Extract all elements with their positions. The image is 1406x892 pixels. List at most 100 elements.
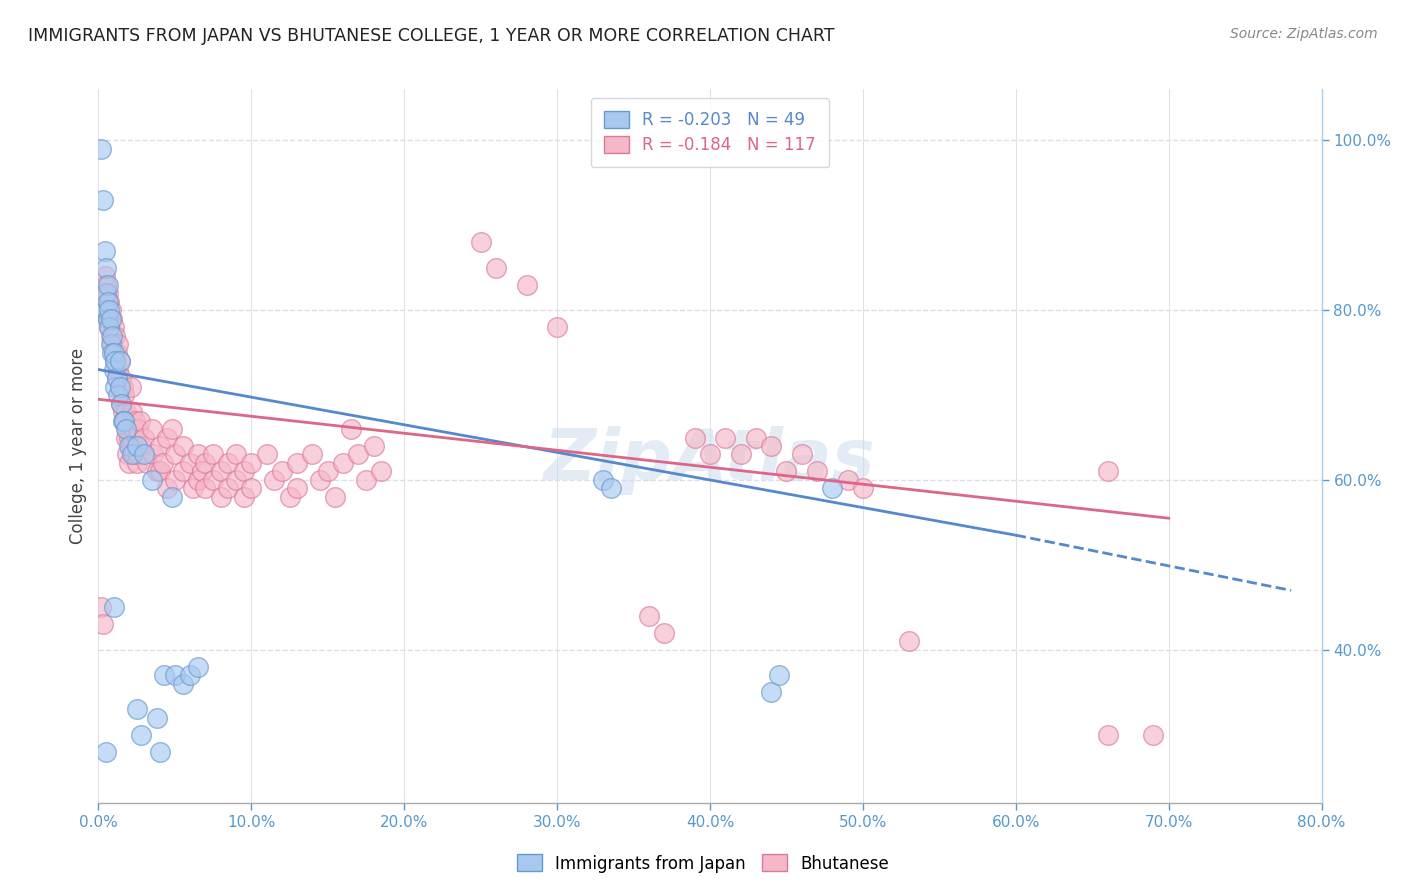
Point: [112, 413, 135, 427]
Point: [124, 413, 146, 427]
Point: [145, 465, 167, 479]
Point: [652, 626, 675, 640]
Point: [98, 303, 121, 318]
Point: [103, 600, 125, 615]
Point: [97, 294, 120, 309]
Point: [98, 320, 121, 334]
Point: [332, 456, 354, 470]
Point: [127, 422, 149, 436]
Point: [160, 422, 183, 436]
Point: [1097, 465, 1119, 479]
Point: [240, 456, 263, 470]
Point: [97, 286, 120, 301]
Point: [117, 422, 139, 436]
Point: [103, 345, 125, 359]
Point: [156, 482, 179, 496]
Point: [156, 430, 179, 444]
Legend: R = -0.203   N = 49, R = -0.184   N = 117: R = -0.203 N = 49, R = -0.184 N = 117: [591, 97, 830, 167]
Point: [745, 430, 768, 444]
Point: [240, 482, 263, 496]
Point: [104, 354, 127, 368]
Point: [121, 430, 143, 444]
Point: [97, 311, 120, 326]
Point: [111, 405, 134, 419]
Point: [263, 473, 285, 487]
Point: [117, 448, 139, 462]
Point: [637, 608, 661, 623]
Text: IMMIGRANTS FROM JAPAN VS BHUTANESE COLLEGE, 1 YEAR OR MORE CORRELATION CHART: IMMIGRANTS FROM JAPAN VS BHUTANESE COLLE…: [28, 27, 835, 45]
Point: [107, 388, 129, 402]
Point: [194, 456, 217, 470]
Point: [354, 473, 377, 487]
Point: [592, 473, 614, 487]
Point: [191, 465, 214, 479]
Point: [105, 345, 128, 359]
Point: [134, 430, 156, 444]
Point: [172, 465, 194, 479]
Point: [105, 371, 128, 385]
Point: [160, 490, 183, 504]
Point: [897, 634, 920, 648]
Point: [714, 430, 737, 444]
Point: [107, 337, 129, 351]
Point: [118, 439, 141, 453]
Point: [94, 286, 117, 301]
Point: [129, 728, 152, 742]
Point: [852, 482, 875, 496]
Point: [149, 439, 172, 453]
Point: [730, 448, 752, 462]
Point: [141, 422, 163, 436]
Point: [108, 354, 131, 368]
Point: [141, 473, 163, 487]
Point: [97, 277, 120, 292]
Point: [93, 244, 115, 258]
Point: [163, 473, 186, 487]
Point: [115, 405, 138, 419]
Point: [104, 354, 127, 368]
Point: [101, 345, 124, 359]
Point: [202, 448, 225, 462]
Point: [270, 465, 292, 479]
Point: [112, 413, 135, 427]
Point: [122, 448, 145, 462]
Point: [181, 482, 204, 496]
Point: [163, 668, 186, 682]
Point: [101, 337, 124, 351]
Point: [187, 448, 209, 462]
Point: [209, 490, 232, 504]
Point: [129, 439, 152, 453]
Text: ZipAtlas: ZipAtlas: [544, 425, 876, 495]
Point: [232, 490, 254, 504]
Point: [127, 448, 149, 462]
Point: [225, 448, 247, 462]
Point: [485, 260, 508, 275]
Point: [1142, 728, 1164, 742]
Point: [112, 388, 135, 402]
Point: [128, 413, 150, 427]
Point: [111, 379, 134, 393]
Point: [134, 448, 156, 462]
Point: [100, 337, 122, 351]
Point: [111, 413, 134, 427]
Point: [100, 303, 122, 318]
Point: [149, 465, 172, 479]
Point: [179, 668, 201, 682]
Point: [179, 456, 201, 470]
Point: [209, 465, 232, 479]
Point: [194, 482, 217, 496]
Point: [285, 482, 308, 496]
Point: [217, 482, 239, 496]
Point: [256, 448, 278, 462]
Point: [136, 456, 159, 470]
Point: [768, 668, 790, 682]
Point: [120, 439, 142, 453]
Point: [790, 448, 813, 462]
Point: [370, 465, 392, 479]
Point: [108, 379, 131, 393]
Point: [115, 430, 138, 444]
Point: [91, 193, 114, 207]
Point: [118, 456, 141, 470]
Point: [325, 490, 347, 504]
Point: [202, 473, 225, 487]
Point: [103, 345, 125, 359]
